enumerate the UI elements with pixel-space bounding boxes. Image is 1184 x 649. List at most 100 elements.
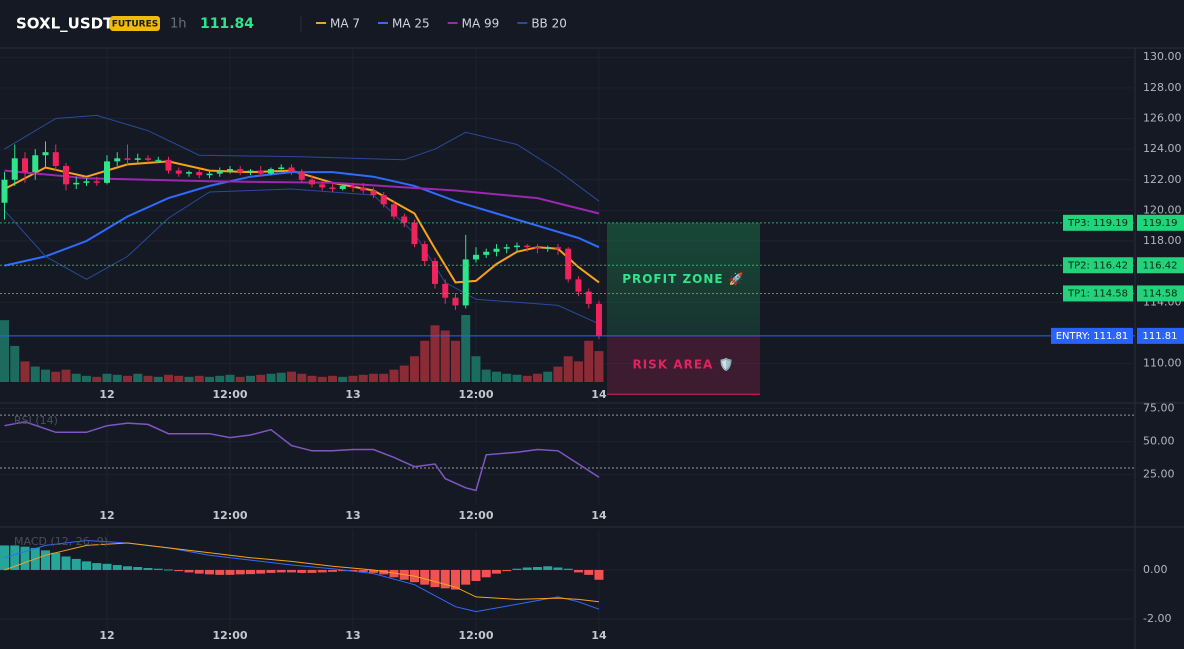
volume-bar — [348, 375, 358, 382]
volume-bar — [153, 376, 163, 382]
candle-body — [278, 167, 285, 170]
volume-bar — [512, 374, 522, 382]
volume-bar — [409, 356, 419, 382]
volume-bar — [563, 356, 573, 382]
axis-tag-bg — [1137, 285, 1184, 302]
y-tick-label: 50.00 — [1143, 435, 1175, 448]
rsi-line — [4, 421, 600, 492]
volume-bar — [123, 375, 133, 382]
axis-tag-bg — [1137, 327, 1184, 344]
legend-label: MA 25 — [392, 17, 430, 31]
volume-bar — [338, 376, 348, 382]
histogram-bar — [256, 569, 266, 574]
risk-zone-label: RISK AREA 🛡️ — [632, 358, 734, 372]
x-tick-label: 14 — [591, 629, 607, 642]
badge-bg — [110, 16, 160, 31]
candle-body — [93, 181, 100, 183]
level-tag: TP2: 116.42 — [1067, 260, 1128, 271]
histogram-bar — [194, 569, 204, 574]
axis-tag: 116.42 — [1143, 260, 1178, 271]
volume-bar — [420, 340, 430, 382]
candle-body — [370, 190, 377, 196]
candle-body — [329, 187, 336, 189]
histogram-bar — [71, 558, 81, 570]
level-tag: ENTRY: 111.81 — [1056, 331, 1129, 342]
y-tick-label: 126.00 — [1143, 111, 1182, 124]
indicator-line — [4, 169, 600, 215]
candle-body — [421, 244, 428, 261]
candle-body — [534, 247, 541, 249]
volume-bar — [163, 374, 173, 382]
y-tick-label: 130.00 — [1143, 50, 1182, 63]
volume-bar — [502, 373, 512, 382]
histogram-bar — [573, 569, 583, 573]
volume-bar — [584, 340, 594, 382]
legend-label: MA 99 — [462, 17, 500, 31]
candle-body — [52, 152, 59, 166]
histogram-bar — [82, 561, 92, 570]
histogram-bar — [348, 569, 358, 572]
histogram-bar — [450, 569, 460, 590]
volume-bar — [573, 361, 583, 382]
candle-body — [554, 247, 561, 249]
volume-bar — [471, 356, 481, 382]
candle-body — [349, 185, 356, 188]
histogram-bar — [481, 569, 491, 578]
candle-body — [411, 222, 418, 245]
histogram-bar — [102, 563, 112, 570]
histogram-bar — [440, 569, 450, 589]
indicator-line — [4, 171, 600, 267]
candle-body — [442, 283, 449, 298]
histogram-bar — [20, 546, 30, 570]
volume-bar — [174, 375, 184, 382]
x-tick-label: 12 — [99, 388, 114, 401]
x-tick-label: 13 — [345, 388, 360, 401]
candle-body — [339, 185, 346, 189]
candle-body — [585, 291, 592, 304]
candle-body — [247, 170, 254, 173]
histogram-bar — [512, 568, 522, 570]
y-tick-label: -2.00 — [1143, 612, 1171, 625]
candle-body — [196, 172, 203, 176]
histogram-bar — [276, 569, 286, 573]
y-tick-label: 25.00 — [1143, 468, 1175, 481]
histogram-bar — [327, 569, 337, 572]
candle-body — [308, 179, 315, 185]
x-tick-label: 14 — [591, 509, 607, 522]
x-tick-label: 12 — [99, 509, 114, 522]
histogram-bar — [297, 569, 307, 573]
level-tag-bg — [1063, 214, 1133, 231]
histogram-bar — [61, 556, 71, 570]
level-tag-bg — [1063, 257, 1133, 274]
candle-body — [565, 248, 572, 280]
histogram-bar — [379, 569, 389, 575]
histogram-bar — [143, 567, 153, 570]
candle-body — [124, 158, 131, 160]
histogram-bar — [502, 569, 512, 572]
histogram-bar — [389, 569, 399, 578]
y-tick-label: 120.00 — [1143, 203, 1182, 216]
indicator-line — [4, 114, 600, 202]
x-tick-label: 12:00 — [212, 509, 247, 522]
volume-bar — [51, 371, 61, 382]
y-tick-label: 118.00 — [1143, 234, 1182, 247]
y-tick-label: 122.00 — [1143, 173, 1182, 186]
level-tag: TP3: 119.19 — [1067, 218, 1128, 229]
histogram-bar — [92, 563, 102, 570]
volume-bar — [522, 375, 532, 382]
candle-body — [22, 158, 29, 173]
candle-body — [216, 170, 223, 174]
volume-bar — [184, 376, 194, 382]
volume-bar — [450, 340, 460, 382]
axis-tag-bg — [1137, 257, 1184, 274]
volume-bar — [399, 365, 409, 382]
histogram-bar — [430, 569, 440, 588]
candle-body — [134, 158, 141, 160]
axis-tag: 119.19 — [1143, 218, 1178, 229]
histogram-bar — [245, 569, 255, 575]
x-tick-label: 12:00 — [212, 388, 247, 401]
badge: FUTURES — [112, 20, 158, 30]
volume-bar — [491, 371, 501, 382]
candle-body — [42, 152, 49, 156]
